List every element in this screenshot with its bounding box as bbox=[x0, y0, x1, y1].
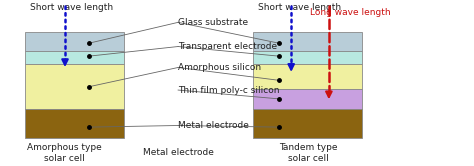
Text: Long wave length: Long wave length bbox=[310, 8, 391, 17]
Bar bbox=[25, 109, 124, 138]
Bar bbox=[25, 51, 124, 64]
Bar bbox=[254, 89, 362, 109]
Bar bbox=[25, 64, 124, 109]
Bar bbox=[254, 51, 362, 64]
Bar bbox=[25, 32, 124, 51]
Bar bbox=[254, 32, 362, 51]
Text: Tandem type
solar cell: Tandem type solar cell bbox=[279, 143, 338, 163]
Text: Amorphous silicon: Amorphous silicon bbox=[178, 63, 261, 72]
Text: Glass substrate: Glass substrate bbox=[178, 18, 248, 27]
Text: Metal electrode: Metal electrode bbox=[143, 148, 213, 157]
Text: Transparent electrode: Transparent electrode bbox=[178, 42, 277, 51]
Bar bbox=[254, 64, 362, 89]
Text: Short wave length: Short wave length bbox=[30, 3, 113, 12]
Text: Thin film poly-c silicon: Thin film poly-c silicon bbox=[178, 85, 280, 95]
Bar bbox=[254, 109, 362, 138]
Text: Amorphous type
solar cell: Amorphous type solar cell bbox=[27, 143, 102, 163]
Text: Short wave length: Short wave length bbox=[258, 3, 341, 12]
Text: Metal electrode: Metal electrode bbox=[178, 121, 249, 130]
